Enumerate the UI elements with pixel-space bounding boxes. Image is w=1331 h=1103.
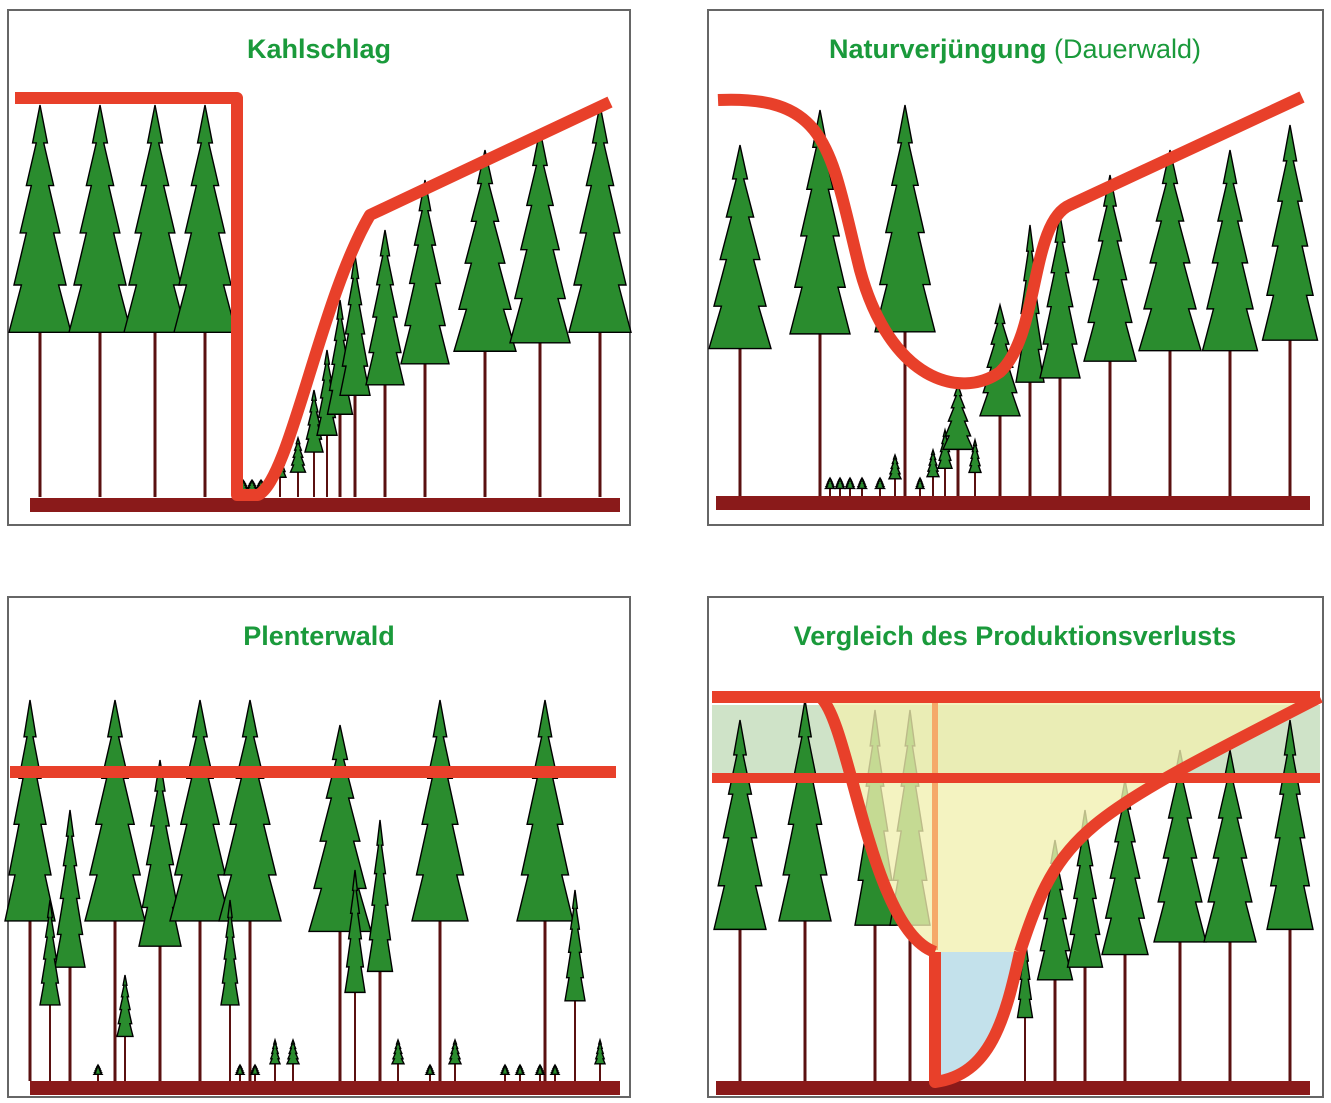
panel-title: Naturverjüngung (Dauerwald) <box>829 34 1201 64</box>
panel-title: Vergleich des Produktionsverlusts <box>794 621 1237 651</box>
panel-subtitle: (Dauerwald) <box>1054 34 1201 64</box>
panel-title: Plenterwald <box>243 621 395 651</box>
panel-title: Kahlschlag <box>247 34 391 64</box>
panel-title: Naturverjüngung <box>829 34 1047 64</box>
scene: Kahlschlag Naturverjüngung (Dauerwald) P… <box>0 0 1331 1103</box>
